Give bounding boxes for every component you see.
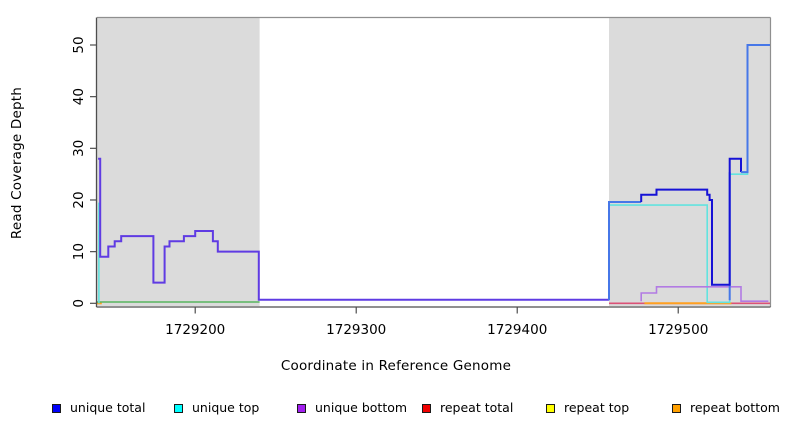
legend-item-unique-top: unique top	[174, 399, 259, 417]
x-tick-label-1729400: 1729400	[487, 322, 547, 338]
x-tick-label-1729200: 1729200	[165, 322, 225, 338]
legend-item-unique-total: unique total	[52, 399, 145, 417]
legend-label: unique bottom	[315, 400, 408, 415]
legend-swatch-repeat-bottom	[672, 403, 681, 413]
legend-item-repeat-bottom: repeat bottom	[672, 399, 780, 417]
series-path-navy-total-right	[640, 157, 742, 286]
legend-label: repeat bottom	[690, 400, 780, 415]
legend-item-unique-bottom: unique bottom	[297, 399, 407, 417]
x-axis-title: Coordinate in Reference Genome	[280, 358, 512, 374]
x-tick-label-1729300: 1729300	[326, 322, 386, 338]
series-path-slate-coverage-left	[98, 157, 609, 301]
legend-label: repeat top	[564, 400, 630, 415]
legend-swatch-unique-total	[52, 403, 61, 413]
legend-swatch-unique-bottom	[297, 403, 306, 413]
series-path-blue-cyan-high-50	[741, 44, 770, 174]
legend-swatch-repeat-top	[546, 403, 555, 413]
chart-legend: unique total unique top unique bottom repea…	[0, 399, 792, 421]
left-gray-region	[97, 18, 260, 306]
series-path-blue-cyan-rise-19	[608, 201, 642, 301]
legend-label: unique total	[70, 400, 146, 415]
legend-swatch-repeat-total	[422, 403, 431, 413]
y-tick-label-0: 0	[71, 299, 87, 308]
legend-item-repeat-total: repeat total	[422, 399, 513, 417]
legend-label: unique top	[192, 400, 260, 415]
legend-item-repeat-top: repeat top	[546, 399, 629, 417]
x-tick-label-1729500: 1729500	[648, 322, 708, 338]
series-path-purple-right	[640, 285, 769, 303]
legend-swatch-unique-top	[174, 403, 183, 413]
y-tick-label-50: 50	[71, 36, 87, 53]
y-tick-label-30: 30	[71, 140, 87, 157]
y-tick-label-40: 40	[71, 88, 87, 105]
legend-label: repeat total	[440, 400, 514, 415]
y-tick-label-20: 20	[71, 191, 87, 208]
right-gray-region	[608, 18, 770, 306]
y-axis-title: Read Coverage Depth	[9, 86, 25, 240]
y-tick-label-10: 10	[71, 243, 87, 260]
